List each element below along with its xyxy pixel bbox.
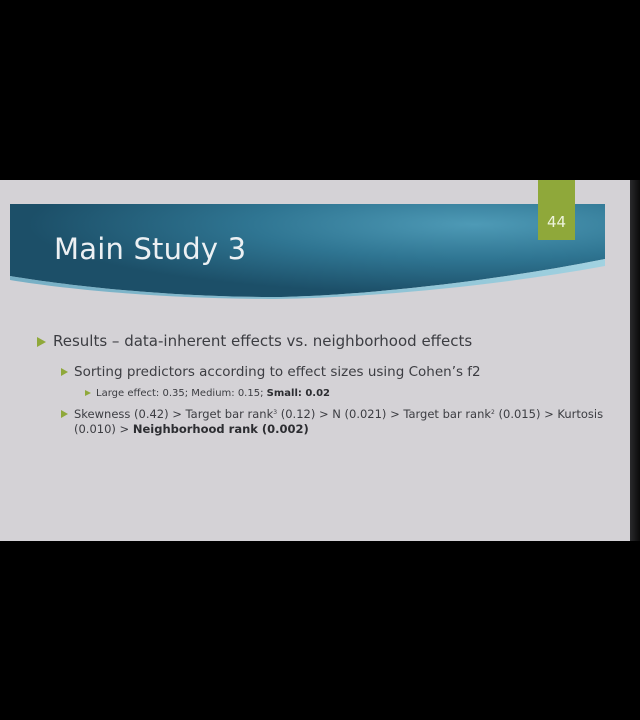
thresholds-text: Large effect: 0.35; Medium: 0.15; [96, 388, 267, 399]
bullet-arrow-icon [85, 390, 91, 396]
bullet-results: Results – data-inherent effects vs. neig… [53, 332, 473, 350]
slide-number-badge: 44 [538, 180, 575, 240]
neighborhood-rank: Neighborhood rank (0.002) [132, 422, 309, 436]
slide: Main Study 3 44 Results – data-inherent … [0, 180, 630, 541]
ranking-part3: (0.015) > Kurtosis [494, 407, 604, 421]
ranking-part1: Skewness (0.42) > Target bar rank [74, 407, 274, 421]
bullet-ranking-line1: Skewness (0.42) > Target bar rank3 (0.12… [74, 407, 603, 421]
title-banner [10, 204, 605, 299]
bullet-thresholds: Large effect: 0.35; Medium: 0.15; Small:… [96, 388, 330, 399]
ranking-sup2: 2 [491, 409, 495, 416]
bullet-sorting: Sorting predictors according to effect s… [74, 364, 481, 380]
bullet-arrow-icon [61, 410, 68, 418]
small-threshold: Small: 0.02 [266, 388, 331, 399]
ranking-sup1: 3 [273, 409, 278, 416]
ranking-part2: (0.12) > N (0.021) > Target bar rank [277, 407, 492, 421]
bullet-ranking-line2: (0.010) > Neighborhood rank (0.002) [74, 422, 309, 436]
slide-edge [630, 180, 640, 541]
bullet-arrow-icon [61, 368, 68, 376]
slide-number: 44 [546, 213, 567, 231]
slide-title: Main Study 3 [54, 232, 247, 266]
ranking-part4: (0.010) > [74, 422, 133, 436]
banner-graphic [10, 204, 605, 299]
bullet-arrow-icon [37, 337, 46, 347]
